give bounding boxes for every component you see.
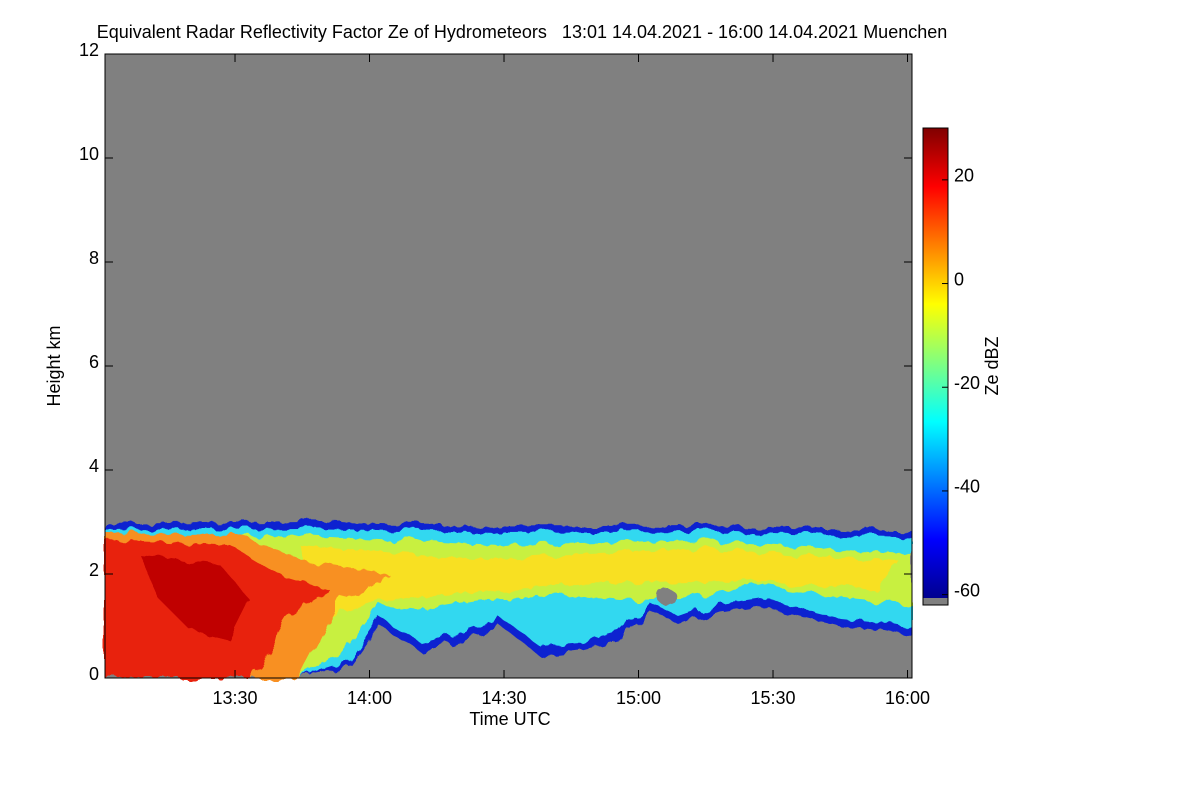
y-tick-label: 2 bbox=[89, 560, 99, 580]
colorbar-label: Ze dBZ bbox=[982, 336, 1002, 395]
colorbar bbox=[922, 127, 949, 606]
colorbar-tick-label: 0 bbox=[954, 269, 964, 289]
x-tick-label: 13:30 bbox=[212, 688, 257, 708]
x-tick-label: 14:30 bbox=[481, 688, 526, 708]
x-tick-label: 15:00 bbox=[616, 688, 661, 708]
y-tick-label: 0 bbox=[89, 664, 99, 684]
y-tick-label: 12 bbox=[79, 40, 99, 60]
colorbar-tick-label: -20 bbox=[954, 373, 980, 393]
y-tick-label: 10 bbox=[79, 144, 99, 164]
x-tick-label: 14:00 bbox=[347, 688, 392, 708]
x-tick-label: 16:00 bbox=[885, 688, 930, 708]
colorbar-tick-label: 20 bbox=[954, 166, 974, 186]
y-tick-label: 8 bbox=[89, 248, 99, 268]
colorbar-tick-label: -40 bbox=[954, 477, 980, 497]
y-tick-label: 4 bbox=[89, 456, 99, 476]
x-axis-label: Time UTC bbox=[469, 709, 550, 729]
colorbar-tick-label: -60 bbox=[954, 580, 980, 600]
y-tick-label: 6 bbox=[89, 352, 99, 372]
radar-field bbox=[105, 521, 912, 678]
chart-title: Equivalent Radar Reflectivity Factor Ze … bbox=[97, 22, 948, 42]
y-axis-label: Height km bbox=[44, 325, 64, 406]
x-tick-label: 15:30 bbox=[750, 688, 795, 708]
